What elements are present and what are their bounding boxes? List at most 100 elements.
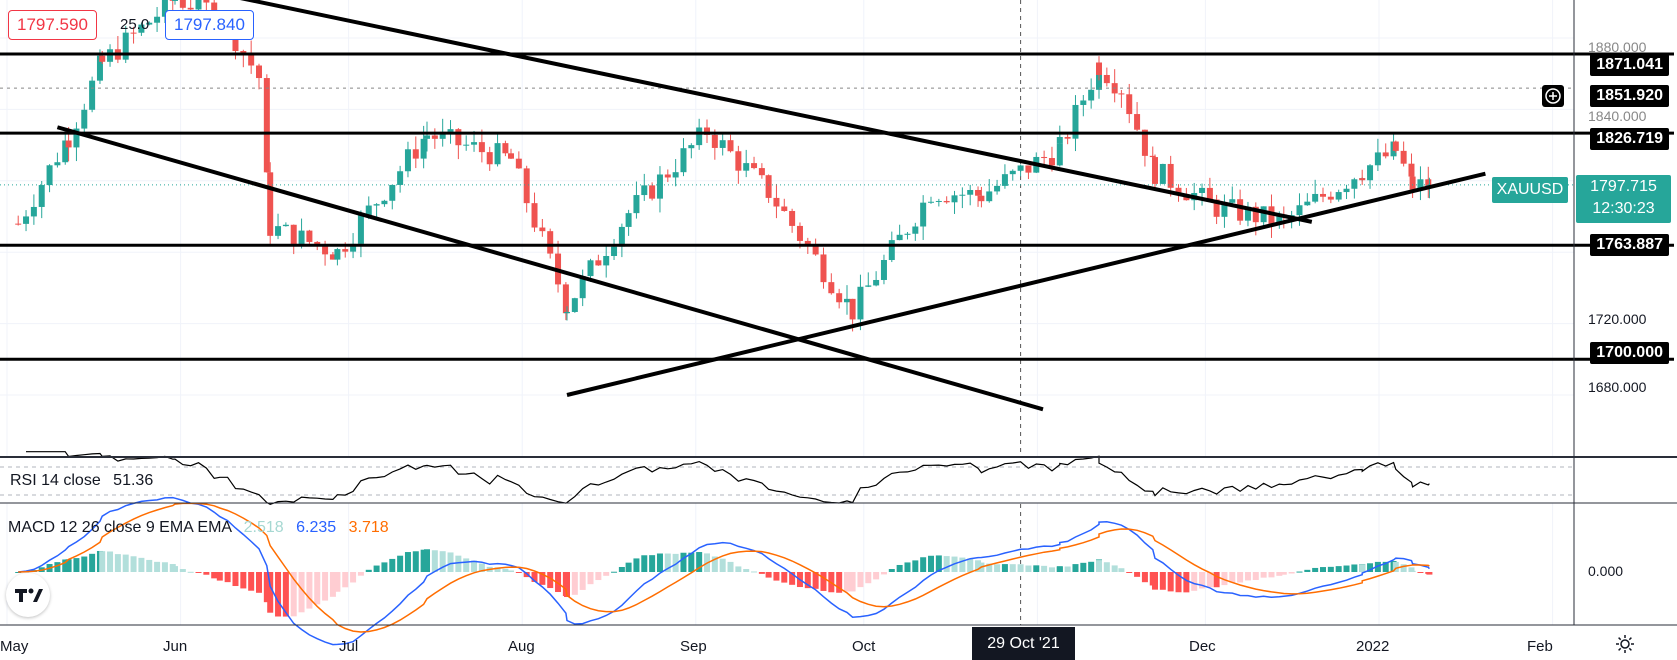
macd-hist-bar (812, 572, 819, 589)
level-tag-1851[interactable]: 1851.920 (1590, 85, 1669, 107)
candle-body (96, 55, 103, 81)
candle-body (357, 215, 364, 244)
macd-hist-bar (611, 571, 618, 573)
macd-hist-bar (967, 558, 974, 572)
candle (664, 169, 671, 183)
candle (904, 232, 911, 240)
candle-body (146, 22, 153, 25)
macd-hist-bar (463, 558, 470, 572)
level-tag-1826[interactable]: 1826.719 (1590, 128, 1669, 150)
candle-body (959, 194, 966, 196)
symbol-badge[interactable]: XAUUSD (1492, 177, 1568, 203)
candle (1213, 194, 1220, 225)
macd-hist-bar (904, 562, 911, 572)
candle (943, 196, 950, 204)
candle (1221, 194, 1228, 228)
candle (1359, 169, 1366, 185)
candle-body (62, 140, 69, 163)
macd-hist-bar (1152, 572, 1158, 590)
macd-hist-bar (1320, 567, 1326, 572)
candle-body (1409, 176, 1416, 190)
candle (571, 297, 578, 313)
candle (1260, 206, 1267, 227)
macd-hist-bar (62, 559, 69, 572)
macd-hist-bar (342, 572, 349, 588)
candle (130, 26, 137, 44)
candle-body (256, 65, 262, 79)
candle-body (154, 16, 161, 23)
macd-hist-bar (625, 562, 632, 572)
level-tag-1763[interactable]: 1763.887 (1590, 234, 1669, 256)
candle-body (290, 224, 297, 247)
macd-hist-bar (1408, 567, 1415, 572)
macd-hist-bar (502, 568, 509, 572)
candle-body (1425, 179, 1432, 188)
candle (240, 49, 247, 68)
candle-body (1304, 201, 1311, 206)
macd-hist-bar (1126, 572, 1133, 573)
candle (107, 44, 114, 67)
candle (89, 76, 96, 113)
candle-body (89, 80, 96, 110)
candle-body (951, 195, 958, 203)
candle (1103, 67, 1110, 87)
macd-hist-bar (727, 561, 734, 572)
candle-body (334, 249, 341, 260)
candle (531, 192, 538, 232)
candle-body (381, 200, 388, 205)
level-tag-1700[interactable]: 1700.000 (1590, 342, 1669, 364)
trendline-0 (56, 125, 1044, 412)
candle (1041, 150, 1048, 166)
candle (1320, 187, 1326, 203)
candle (1159, 163, 1166, 185)
candle-body (751, 163, 758, 169)
candle (38, 180, 45, 219)
macd-hist-bar (804, 572, 811, 589)
rsi-legend[interactable]: RSI 14 close 51.36 (8, 472, 156, 490)
candle-body (431, 135, 438, 139)
buy-price-badge[interactable]: 1797.840 (165, 10, 254, 40)
macd-hist-bar (836, 572, 843, 593)
candle (1017, 164, 1024, 177)
candle (595, 254, 602, 266)
macd-hist-bar (688, 552, 695, 572)
macd-hist-bar (1400, 564, 1407, 572)
candle-body (161, 0, 168, 17)
macd-hist-bar (928, 555, 934, 572)
candle-body (81, 109, 88, 129)
macd-hist-bar (1017, 564, 1024, 572)
macd-hist-bar (579, 572, 586, 590)
candle-body (587, 260, 594, 277)
candle (1025, 165, 1032, 180)
tradingview-logo[interactable] (6, 573, 50, 617)
add-alert-icon[interactable] (1542, 85, 1564, 107)
macd-hist-bar (1033, 565, 1040, 572)
candle-body (743, 163, 750, 171)
level-tag-1871[interactable]: 1871.041 (1590, 54, 1669, 76)
candle-body (641, 185, 648, 196)
month-sep: Sep (680, 638, 707, 655)
candle-body (463, 144, 470, 146)
candle-body (455, 129, 462, 146)
candle (688, 143, 695, 159)
candle-body (322, 244, 329, 255)
settings-gear-icon[interactable] (1614, 633, 1636, 660)
macd-hist-bar (920, 557, 927, 572)
macd-legend[interactable]: MACD 12 26 close 9 EMA EMA 2.518 6.235 3… (8, 519, 389, 537)
candle-body (967, 189, 974, 195)
candle-body (523, 168, 530, 204)
candle-body (1118, 93, 1125, 95)
sell-price-badge[interactable]: 1797.590 (8, 10, 97, 40)
macd-hist-bar (1252, 572, 1259, 580)
macd-hist-bar (1064, 566, 1071, 572)
macd-hist-bar (751, 571, 758, 573)
candle-body (836, 293, 843, 303)
candle (248, 40, 255, 74)
macd-hist-bar (1229, 572, 1236, 583)
candle-body (1206, 187, 1213, 200)
macd-hist-bar (1367, 563, 1374, 572)
current-price-tag[interactable]: 1797.715 12:30:23 (1576, 175, 1671, 223)
candle (1080, 95, 1087, 117)
macd-hist-bar (986, 563, 993, 572)
